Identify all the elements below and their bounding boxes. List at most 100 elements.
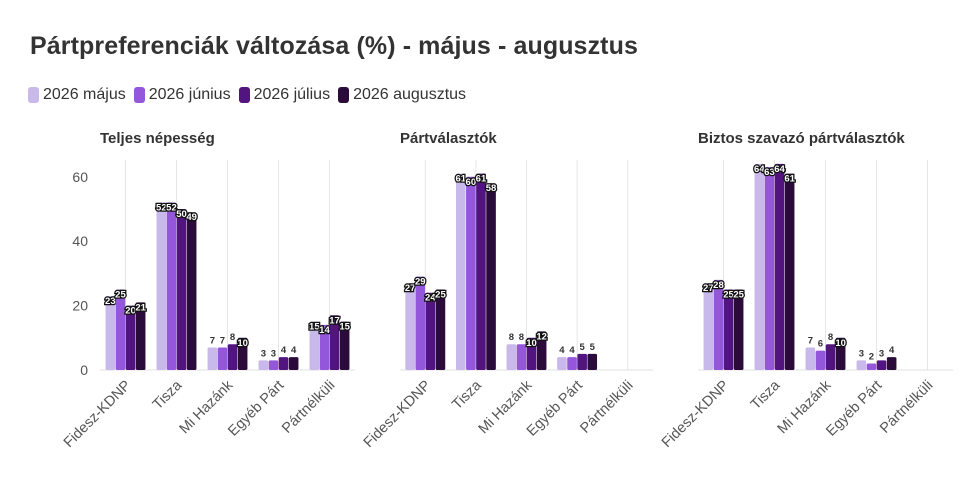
bar	[105, 295, 116, 370]
data-label: 21	[135, 302, 146, 313]
bar	[217, 347, 228, 370]
bar	[703, 283, 714, 370]
bar	[186, 212, 197, 370]
legend-item-0[interactable]: 2026 május	[28, 86, 126, 104]
bar	[866, 363, 877, 370]
bar	[764, 167, 775, 370]
bar	[227, 344, 238, 370]
legend-swatch-3	[338, 87, 350, 103]
legend-label-1: 2026 június	[148, 86, 231, 103]
data-label: 8	[519, 332, 524, 343]
bar	[156, 202, 167, 370]
data-label: 3	[879, 348, 884, 359]
bar	[557, 357, 567, 370]
data-label: 25	[733, 290, 744, 301]
legend: 2026 május 2026 június 2026 július 2026 …	[28, 86, 466, 104]
bar	[486, 183, 496, 370]
legend-item-3[interactable]: 2026 augusztus	[338, 86, 466, 104]
data-label: 27	[703, 283, 714, 294]
bar	[577, 353, 587, 370]
bar	[166, 202, 177, 370]
data-label: 4	[559, 345, 565, 356]
data-label: 4	[281, 345, 287, 356]
bar	[415, 276, 426, 370]
bar	[516, 344, 527, 370]
bar	[713, 279, 724, 370]
x-tick-label: Pártnélküli	[877, 378, 936, 437]
data-label: 23	[105, 296, 116, 307]
data-label: 7	[210, 335, 215, 346]
data-label: 27	[405, 283, 416, 294]
y-tick-label: 40	[72, 233, 88, 249]
data-label: 52	[156, 203, 167, 214]
bar	[207, 347, 218, 370]
bar	[825, 344, 836, 370]
x-tick-label: Tisza	[449, 377, 485, 413]
bar	[526, 337, 537, 370]
legend-label-3: 2026 augusztus	[353, 86, 467, 103]
bar	[754, 163, 765, 370]
bar	[455, 173, 466, 370]
data-label: 50	[176, 209, 187, 220]
panel-title-0: Teljes népesség	[100, 130, 215, 147]
data-label: 28	[713, 280, 724, 291]
data-label: 7	[220, 335, 225, 346]
bar	[536, 331, 547, 370]
bar	[115, 289, 126, 370]
x-tick-label: Pártnélküli	[279, 378, 338, 437]
y-tick-label: 60	[72, 169, 88, 185]
legend-item-1[interactable]: 2026 június	[133, 86, 231, 104]
data-label: 10	[835, 338, 846, 349]
bar	[125, 305, 136, 370]
bar	[805, 347, 816, 370]
bar	[567, 357, 577, 370]
bar	[784, 173, 795, 370]
x-tick-label: Pártnélküli	[577, 378, 636, 437]
x-tick-label: Fidesz-KDNP	[659, 378, 732, 451]
data-label: 49	[186, 212, 197, 223]
data-label: 8	[230, 332, 235, 343]
data-label: 2	[869, 352, 874, 363]
data-label: 4	[291, 345, 297, 356]
data-label: 4	[569, 345, 575, 356]
bar	[506, 344, 517, 370]
data-label: 52	[166, 203, 177, 214]
bar	[339, 321, 350, 370]
bar	[425, 292, 436, 370]
panel-title-1: Pártválasztók	[400, 130, 497, 147]
x-tick-label: Fidesz-KDNP	[61, 378, 134, 451]
data-label: 25	[723, 290, 734, 301]
bar	[329, 315, 340, 370]
data-label: 10	[237, 338, 248, 349]
chart-title: Pártpreferenciák változása (%) - május -…	[30, 32, 638, 60]
bar	[288, 357, 299, 370]
legend-swatch-2	[238, 87, 250, 103]
data-label: 3	[271, 348, 276, 359]
data-label: 8	[828, 332, 833, 343]
data-label: 3	[859, 348, 864, 359]
data-label: 20	[125, 306, 136, 317]
bar	[876, 360, 887, 370]
bar	[835, 337, 846, 370]
data-label: 64	[754, 164, 765, 175]
data-label: 61	[784, 174, 795, 185]
bar	[435, 289, 446, 370]
bar	[268, 360, 279, 370]
data-label: 61	[476, 174, 487, 185]
data-label: 29	[415, 277, 426, 288]
data-label: 25	[435, 290, 446, 301]
legend-item-2[interactable]: 2026 július	[238, 86, 330, 104]
legend-swatch-1	[133, 87, 145, 103]
bar	[856, 360, 867, 370]
bar	[587, 353, 598, 370]
panel-title-2: Biztos szavazó pártválasztók	[698, 130, 905, 147]
bar	[258, 360, 269, 370]
bar	[319, 324, 330, 370]
data-label: 17	[329, 315, 340, 326]
data-label: 4	[889, 345, 895, 356]
data-label: 64	[774, 164, 785, 175]
bar	[176, 209, 187, 370]
data-label: 63	[764, 167, 775, 178]
